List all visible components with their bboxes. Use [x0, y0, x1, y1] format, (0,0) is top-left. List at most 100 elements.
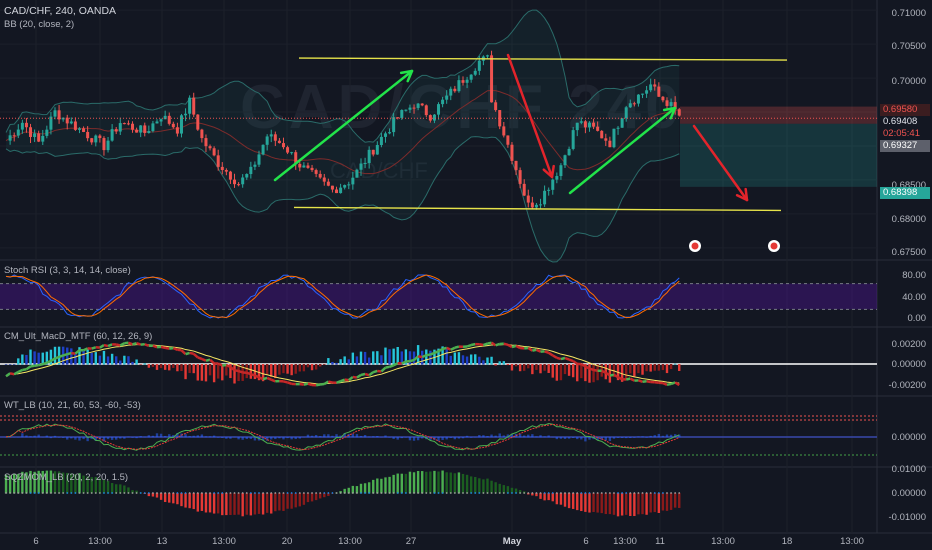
wt-diff-bar	[135, 437, 138, 439]
candle-body	[457, 80, 461, 92]
candle-body	[184, 113, 188, 116]
wt-diff-bar	[445, 437, 448, 440]
wt-diff-bar	[588, 437, 591, 440]
sqzmom-bar	[482, 479, 485, 494]
sqzmom-bar	[8, 475, 12, 494]
macd-line-segment	[217, 362, 223, 367]
wt-diff-bar	[486, 436, 489, 438]
macd-histogram-bar	[57, 346, 61, 365]
macd-histogram-bar	[249, 364, 253, 379]
candle-body	[465, 79, 469, 83]
candle-body	[567, 148, 571, 156]
macd-line-segment	[222, 363, 227, 367]
macd-histogram-bar	[70, 348, 73, 365]
candle-body	[551, 179, 555, 190]
macd-histogram-bar	[339, 359, 342, 365]
sqz-dot	[413, 492, 415, 494]
sqz-dot	[245, 492, 248, 494]
candle-body	[547, 189, 551, 191]
symbol-title[interactable]: CAD/CHF, 240, OANDA	[4, 5, 117, 17]
sqzmom-bar	[25, 472, 28, 494]
macd-line-segment	[470, 342, 476, 347]
sqz-dot	[421, 492, 424, 494]
candle-body	[159, 119, 163, 122]
wt-diff-bar	[596, 437, 599, 440]
stoch-k-line	[5, 274, 680, 319]
wt-diff-bar	[498, 433, 501, 438]
sqz-tick: 0.01000	[891, 464, 926, 475]
candle-body	[404, 109, 408, 111]
sqzmom-bar	[21, 471, 24, 494]
candle-body	[571, 130, 575, 149]
bb-indicator-title[interactable]: BB (20, close, 2)	[4, 19, 75, 30]
sqzmom-bar	[184, 493, 187, 508]
macd-histogram-bar	[563, 364, 567, 375]
macd-line-segment	[62, 353, 68, 357]
sqzmom-bar	[396, 473, 399, 494]
sqz-dot	[9, 492, 12, 494]
macd-histogram-bar	[547, 364, 550, 373]
wt-diff-bar	[510, 433, 514, 438]
wt-diff-bar	[580, 437, 583, 440]
sqzmom-bar	[163, 493, 167, 503]
sqz-dot	[466, 492, 468, 494]
candle-body	[139, 125, 143, 133]
macd-line-segment	[103, 343, 109, 348]
channel-upper-line	[298, 57, 788, 61]
macd-histogram-bar	[669, 364, 673, 370]
sqzmom-bar	[131, 490, 134, 494]
sqzmom-bar	[168, 493, 171, 503]
macd-line-segment	[584, 365, 591, 370]
sqz-dot	[184, 492, 187, 494]
sqzmom-bar	[241, 493, 244, 517]
macd-histogram-bar	[678, 364, 681, 371]
wt-diff-bar	[396, 437, 399, 440]
macd-histogram-bar	[408, 351, 412, 365]
candle-body	[241, 177, 245, 185]
sqz-dot	[637, 492, 640, 494]
sqz-dot	[131, 492, 134, 494]
sqz-dot	[54, 492, 56, 494]
wt-diff-bar	[465, 435, 469, 438]
candle-body	[461, 80, 465, 83]
wt-diff-bar	[453, 437, 457, 440]
macd-line-segment	[66, 351, 72, 356]
sqz-dot	[372, 492, 375, 494]
sqz-dot	[515, 492, 517, 494]
candle-body	[661, 96, 665, 101]
macd-line-segment	[25, 365, 32, 371]
sqz-dot	[645, 492, 648, 494]
wt-diff-bar	[392, 437, 395, 439]
candle-body	[371, 149, 375, 155]
macd-histogram-bar	[425, 349, 428, 365]
macd-histogram-bar	[343, 356, 346, 365]
macd-line-segment	[234, 369, 239, 373]
sqzmom-bar	[82, 475, 85, 494]
sqz-dot	[502, 492, 505, 494]
wt-title[interactable]: WT_LB (10, 21, 60, 53, -60, -53)	[4, 400, 141, 411]
wt-diff-bar	[620, 437, 624, 438]
macd-histogram-bar	[208, 364, 212, 376]
wt-diff-bar	[110, 437, 114, 440]
sqzmom-bar	[200, 493, 204, 511]
wt-diff-bar	[576, 437, 579, 440]
macd-line-segment	[580, 362, 587, 368]
stoch-rsi-title[interactable]: Stoch RSI (3, 3, 14, 14, close)	[4, 265, 131, 276]
sqzmom-bar	[343, 488, 346, 494]
macd-title[interactable]: CM_Ult_MacD_MTF (60, 12, 26, 9)	[4, 331, 153, 342]
candle-body	[77, 128, 81, 130]
macd-histogram-bar	[221, 364, 224, 381]
sqzmom-title[interactable]: SQZMOM_LB (20, 2, 20, 1.5)	[4, 472, 129, 483]
sqz-dot	[519, 492, 522, 494]
candle-body	[12, 135, 16, 137]
candle-body	[469, 74, 473, 80]
sqzmom-bar	[37, 470, 40, 494]
sqzmom-bar	[127, 487, 130, 494]
macd-line-segment	[238, 369, 244, 374]
macd-line-segment	[9, 372, 15, 376]
wt-diff-bar	[159, 433, 163, 438]
sqzmom-bar	[115, 484, 118, 494]
candle-body	[179, 115, 183, 134]
